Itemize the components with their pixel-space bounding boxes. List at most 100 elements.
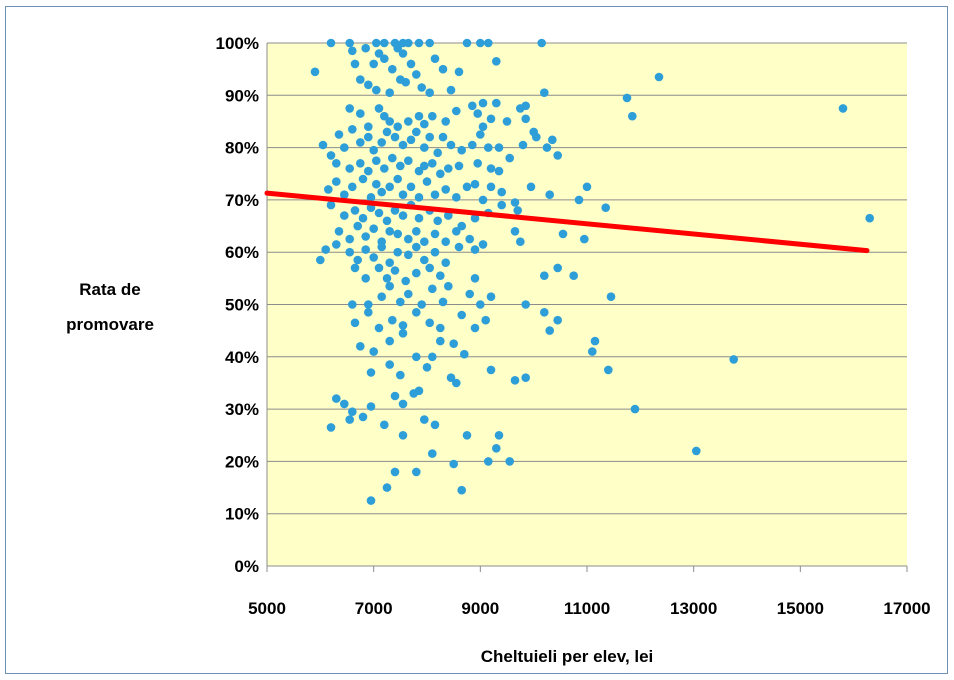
data-point [569,271,578,281]
data-point [361,245,371,254]
data-point [414,193,424,202]
data-point [356,342,365,351]
x-tick-label: 9000 [461,599,499,618]
data-point [622,93,632,103]
data-point [449,459,459,469]
x-tick-label: 11000 [564,599,610,618]
data-point [510,198,520,207]
data-point [348,182,357,192]
y-axis-title-line-1: Rata de [79,280,140,299]
x-tick-label: 7000 [355,599,393,618]
data-point [484,457,493,466]
y-tick-label: 60% [225,243,259,262]
data-point [545,326,554,335]
x-tick-label: 5000 [248,599,286,618]
data-point [350,263,360,273]
data-point [582,182,592,192]
data-point [457,145,467,155]
y-tick-label: 20% [225,452,259,471]
data-point [430,229,440,239]
data-point [366,402,376,411]
data-point [385,182,395,192]
data-point [409,389,419,398]
data-point [601,203,610,212]
data-point [345,415,355,424]
data-point [332,394,341,403]
data-point [374,263,384,273]
data-point [441,117,451,126]
data-point [553,315,562,325]
data-point [444,211,453,220]
data-point [380,54,389,63]
data-point [358,213,368,223]
data-point [604,365,613,375]
data-point [838,104,848,113]
data-point [340,399,349,409]
data-point [473,159,483,168]
data-point [428,449,437,458]
data-point [606,292,616,302]
data-point [476,38,485,48]
data-point [537,38,546,48]
data-point [404,156,413,165]
data-point [361,274,371,283]
data-point [366,496,376,505]
data-point [316,255,325,265]
data-point [505,153,514,163]
data-point [364,308,373,317]
data-point [401,77,411,87]
data-point [345,38,355,48]
data-point [452,193,461,202]
x-tick-label: 17000 [883,599,930,618]
data-point [425,318,435,328]
data-point [318,140,328,150]
data-point [369,224,379,233]
data-point [385,360,395,369]
data-point [372,179,381,189]
data-point [382,483,392,492]
data-point [438,297,448,307]
data-point [452,106,461,116]
data-point [332,240,341,249]
data-point [356,75,365,84]
data-point [350,318,360,328]
data-point [364,122,373,131]
data-point [369,145,379,155]
data-point [470,179,480,189]
data-point [430,247,440,257]
data-point [441,185,451,194]
data-point [449,339,459,349]
data-point [420,161,429,171]
data-point [369,59,379,69]
data-point [380,111,389,121]
data-point [468,101,477,111]
data-point [406,59,416,69]
data-point [484,143,493,152]
y-tick-label: 0% [234,557,259,576]
data-point [492,57,501,66]
data-point [353,255,363,265]
data-point [334,227,344,236]
data-point [468,140,477,150]
data-point [310,67,320,77]
data-point [364,80,373,90]
data-point [444,281,453,291]
data-point [465,234,475,244]
y-tick-label: 100% [216,34,259,53]
data-point [366,368,376,377]
data-point [385,88,395,97]
data-point [390,391,400,401]
data-point [385,336,395,346]
y-tick-label: 40% [225,348,259,367]
data-point [470,274,480,283]
data-point [414,38,424,48]
y-tick-label: 80% [225,139,259,158]
data-point [505,457,514,466]
data-point [324,185,333,194]
data-point [380,420,389,430]
trend-line [264,190,870,254]
data-point [433,148,443,158]
data-point [457,221,467,231]
data-point [364,300,373,309]
data-point [478,122,488,131]
